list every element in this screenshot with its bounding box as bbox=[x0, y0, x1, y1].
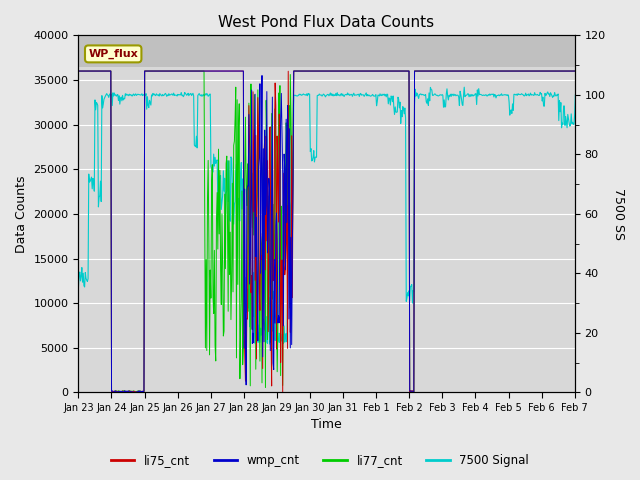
Title: West Pond Flux Data Counts: West Pond Flux Data Counts bbox=[218, 15, 435, 30]
Y-axis label: Data Counts: Data Counts bbox=[15, 175, 28, 252]
Text: WP_flux: WP_flux bbox=[88, 49, 138, 59]
Bar bbox=[79, 36, 575, 67]
Y-axis label: 7500 SS: 7500 SS bbox=[612, 188, 625, 240]
X-axis label: Time: Time bbox=[311, 419, 342, 432]
Legend: li75_cnt, wmp_cnt, li77_cnt, 7500 Signal: li75_cnt, wmp_cnt, li77_cnt, 7500 Signal bbox=[106, 449, 534, 472]
